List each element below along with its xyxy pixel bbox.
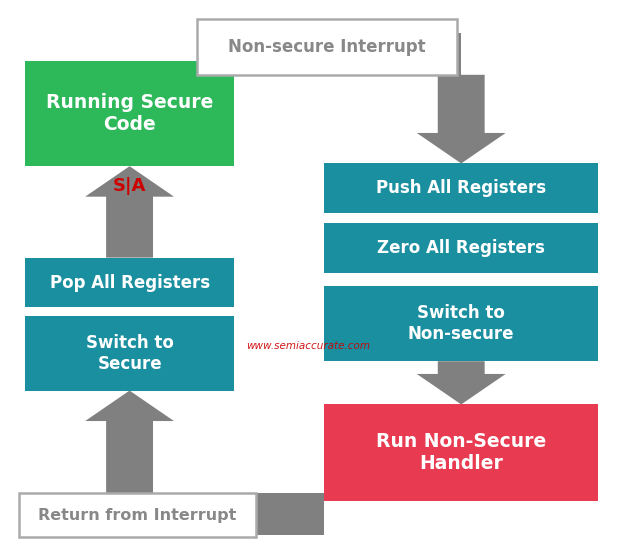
FancyBboxPatch shape [25,316,234,391]
FancyBboxPatch shape [25,258,234,307]
Text: Run Non-Secure
Handler: Run Non-Secure Handler [376,432,546,474]
Text: Non-secure Interrupt: Non-secure Interrupt [228,38,426,56]
FancyBboxPatch shape [197,19,457,75]
Text: Switch to
Secure: Switch to Secure [86,334,173,373]
FancyBboxPatch shape [324,404,598,501]
Text: Zero All Registers: Zero All Registers [377,239,545,257]
Polygon shape [85,166,174,258]
Text: Switch to
Non-secure: Switch to Non-secure [408,304,515,343]
Polygon shape [417,75,506,163]
Text: Running Secure
Code: Running Secure Code [46,93,213,134]
FancyBboxPatch shape [324,286,598,361]
Text: Push All Registers: Push All Registers [376,179,546,197]
Polygon shape [417,361,506,404]
Text: S|A: S|A [113,177,146,195]
Bar [197,33,462,75]
Text: Return from Interrupt: Return from Interrupt [38,507,236,523]
Text: www.semiaccurate.com: www.semiaccurate.com [247,341,370,351]
Text: Pop All Registers: Pop All Registers [49,274,210,291]
FancyBboxPatch shape [324,223,598,273]
FancyBboxPatch shape [19,493,256,537]
FancyBboxPatch shape [25,61,234,166]
Polygon shape [85,391,174,493]
FancyBboxPatch shape [324,163,598,213]
Bar [106,493,324,535]
